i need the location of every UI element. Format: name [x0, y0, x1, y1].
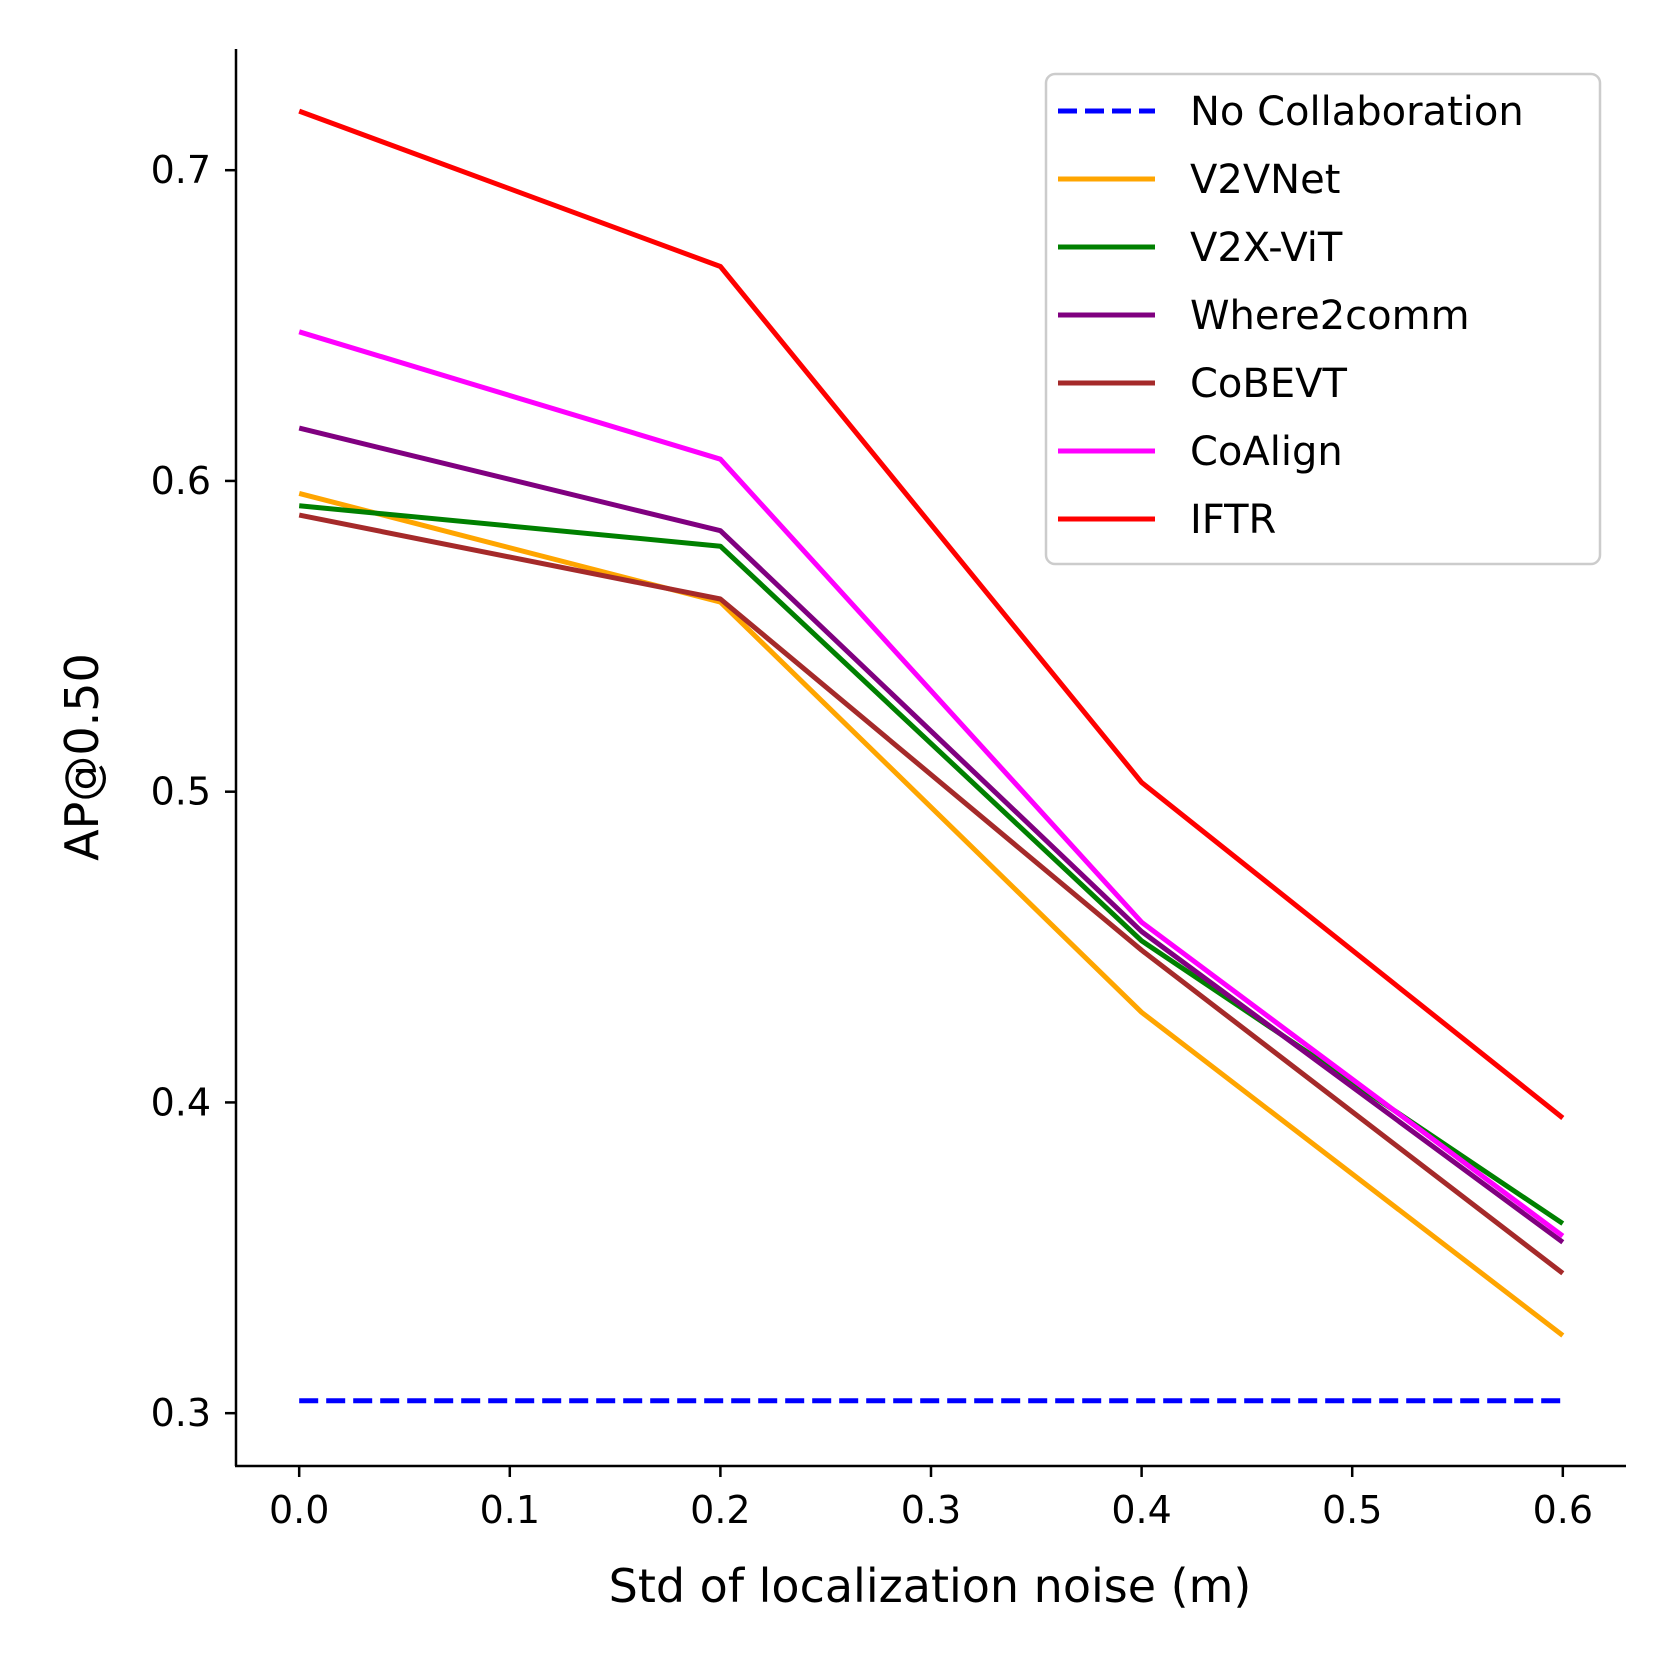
- legend-label-v2x-vit: V2X-ViT: [1190, 225, 1343, 271]
- x-tick-label: 0.0: [269, 1488, 329, 1532]
- legend-frame: [1044, 72, 1602, 566]
- legend-items: No Collaboration V2VNet V2X-ViT Where2comm C…: [1058, 89, 1524, 543]
- x-axis-label: Std of localization noise (m): [609, 1559, 1252, 1613]
- series-line-cobevt: [298, 512, 1565, 1276]
- legend-label-where2comm: Where2comm: [1190, 293, 1470, 339]
- series-line-iftr: [298, 108, 1565, 1120]
- x-tick-label: 0.3: [901, 1488, 961, 1532]
- legend-label-coalign: CoAlign: [1190, 429, 1343, 475]
- legend-label-no-collaboration: No Collaboration: [1190, 89, 1524, 135]
- series-line-where2comm: [298, 425, 1565, 1245]
- y-tick-label: 0.3: [151, 1391, 211, 1435]
- y-axis-label: AP@0.50: [55, 653, 109, 861]
- legend: No Collaboration V2VNet V2X-ViT Where2comm C…: [1044, 72, 1602, 566]
- y-tick-label: 0.4: [151, 1080, 211, 1124]
- x-tick-label: 0.1: [480, 1488, 540, 1532]
- legend-label-cobevt: CoBEVT: [1190, 361, 1347, 407]
- x-tick-label: 0.4: [1111, 1488, 1171, 1532]
- x-tick-label: 0.5: [1322, 1488, 1382, 1532]
- series-layer: [298, 108, 1565, 1404]
- y-ticks: 0.3 0.4 0.5 0.6 0.7: [151, 148, 236, 1435]
- x-ticks: 0.0 0.1 0.2 0.3 0.4 0.5 0.6: [269, 1466, 1593, 1532]
- x-tick-label: 0.2: [690, 1488, 750, 1532]
- x-tick-label: 0.6: [1533, 1488, 1593, 1532]
- y-tick-label: 0.6: [151, 459, 211, 503]
- legend-label-v2vnet: V2VNet: [1190, 157, 1340, 203]
- series-line-v2vnet: [298, 490, 1565, 1338]
- y-tick-label: 0.5: [151, 770, 211, 814]
- series-line-coalign: [298, 329, 1565, 1239]
- legend-label-iftr: IFTR: [1190, 497, 1276, 543]
- y-tick-label: 0.7: [151, 148, 211, 192]
